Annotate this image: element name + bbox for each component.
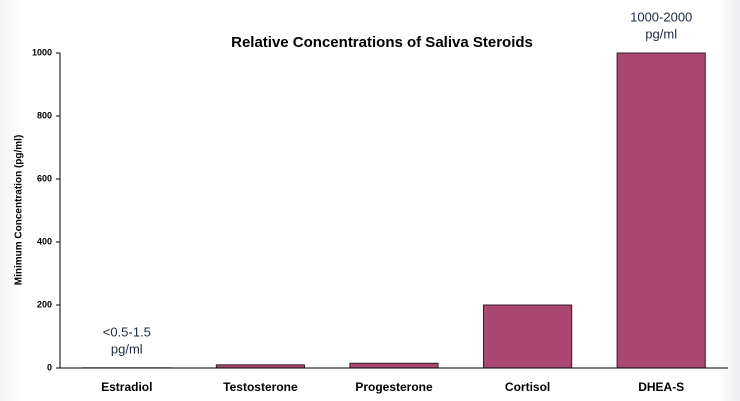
x-tick-label: Cortisol: [505, 380, 550, 394]
x-tick-label: DHEA-S: [638, 380, 684, 394]
x-tick-label: Testosterone: [223, 380, 298, 394]
bar: [616, 52, 706, 369]
y-tick-label: 200: [37, 299, 52, 309]
y-tick-label: 1000: [32, 47, 52, 57]
bar: [483, 304, 573, 369]
annotation: 1000-2000: [630, 9, 692, 24]
bar: [349, 362, 439, 369]
y-axis-label: Minimum Concentration (pg/ml): [14, 135, 25, 286]
x-tick-label: Estradiol: [101, 380, 152, 394]
annotation: pg/ml: [111, 341, 143, 356]
annotation: pg/ml: [645, 26, 677, 41]
chart-title: Relative Concentrations of Saliva Steroi…: [231, 34, 533, 51]
x-tick-label: Progesterone: [355, 380, 433, 394]
y-tick-label: 400: [37, 236, 52, 246]
y-tick-label: 600: [37, 173, 52, 183]
y-tick-label: 0: [47, 362, 52, 372]
y-tick-label: 800: [37, 110, 52, 120]
annotation: <0.5-1.5: [103, 324, 151, 339]
